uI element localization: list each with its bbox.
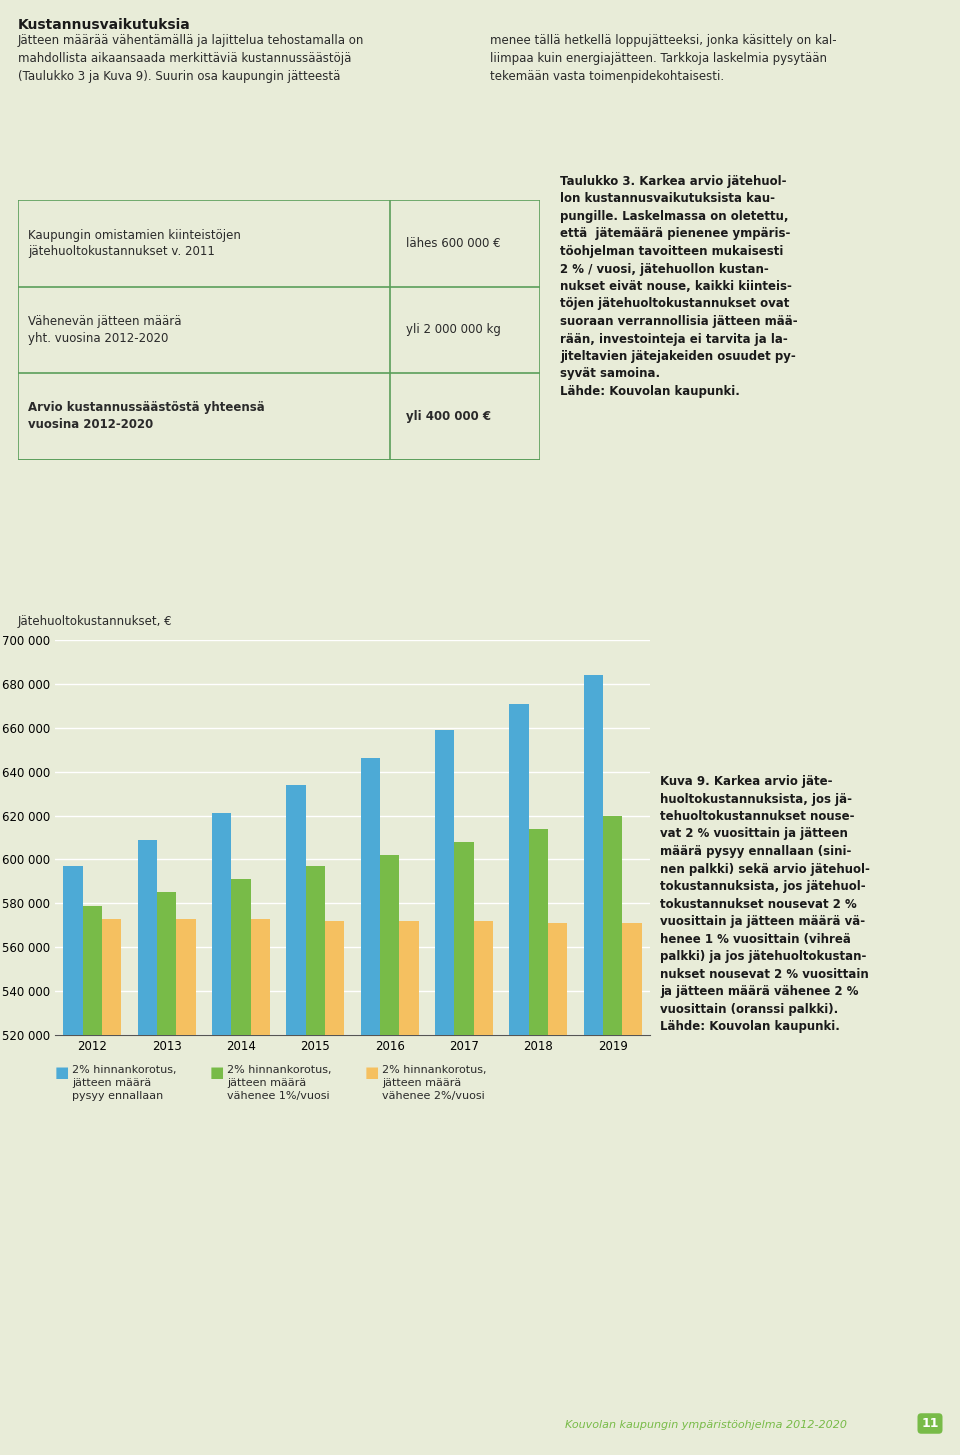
Bar <box>212 813 231 1455</box>
Text: Taulukko 3. Karkea arvio jätehuol-
lon kustannusvaikutuksista kau-
pungille. Las: Taulukko 3. Karkea arvio jätehuol- lon k… <box>560 175 798 399</box>
Text: ■: ■ <box>55 1065 69 1080</box>
Text: Vähenevän jätteen määrä
yht. vuosina 2012-2020: Vähenevän jätteen määrä yht. vuosina 201… <box>29 314 182 345</box>
Bar <box>435 730 454 1455</box>
Text: ■: ■ <box>365 1065 379 1080</box>
Bar <box>286 784 305 1455</box>
Bar <box>399 921 419 1455</box>
Text: yli 2 000 000 kg: yli 2 000 000 kg <box>406 323 500 336</box>
Bar <box>548 922 567 1455</box>
Text: 11: 11 <box>922 1417 939 1430</box>
Bar <box>510 704 529 1455</box>
Bar <box>177 918 196 1455</box>
Bar <box>622 922 642 1455</box>
Bar <box>63 866 83 1455</box>
Text: Jätehuoltokustannukset, €: Jätehuoltokustannukset, € <box>18 615 173 629</box>
Text: yli 400 000 €: yli 400 000 € <box>406 410 491 423</box>
Text: menee tällä hetkellä loppujätteeksi, jonka käsittely on kal-
liimpaa kuin energi: menee tällä hetkellä loppujätteeksi, jon… <box>490 33 836 83</box>
Bar <box>156 892 177 1455</box>
Text: Kuva 9. Karkea arvio jäte-
huoltokustannuksista, jos jä-
tehuoltokustannukset no: Kuva 9. Karkea arvio jäte- huoltokustann… <box>660 776 870 1033</box>
Bar <box>529 829 548 1455</box>
Bar <box>231 879 251 1455</box>
Text: Kaupungin omistamien kiinteistöjen
jätehuoltokustannukset v. 2011: Kaupungin omistamien kiinteistöjen jäteh… <box>29 228 241 259</box>
Text: ■: ■ <box>210 1065 225 1080</box>
Text: Kustannusvaikutuksia: Kustannusvaikutuksia <box>18 17 191 32</box>
Bar <box>584 675 603 1455</box>
Bar <box>325 921 345 1455</box>
Bar <box>380 856 399 1455</box>
Bar <box>251 918 270 1455</box>
Text: Kouvolan kaupungin ympäristöohjelma 2012-2020: Kouvolan kaupungin ympäristöohjelma 2012… <box>565 1420 847 1430</box>
Text: 2% hinnankorotus,
jätteen määrä
vähenee 1%/vuosi: 2% hinnankorotus, jätteen määrä vähenee … <box>227 1065 331 1101</box>
Bar <box>102 918 121 1455</box>
Bar <box>361 758 380 1455</box>
Bar <box>473 921 493 1455</box>
Text: 2% hinnankorotus,
jätteen määrä
pysyy ennallaan: 2% hinnankorotus, jätteen määrä pysyy en… <box>72 1065 177 1101</box>
Bar <box>83 905 102 1455</box>
Bar <box>454 842 473 1455</box>
Text: Jätteen määrää vähentämällä ja lajittelua tehostamalla on
mahdollista aikaansaad: Jätteen määrää vähentämällä ja lajittelu… <box>18 33 365 83</box>
Bar <box>137 840 156 1455</box>
Text: Arvio kustannussäästöstä yhteensä
vuosina 2012-2020: Arvio kustannussäästöstä yhteensä vuosin… <box>29 402 265 432</box>
Text: 2% hinnankorotus,
jätteen määrä
vähenee 2%/vuosi: 2% hinnankorotus, jätteen määrä vähenee … <box>382 1065 487 1101</box>
Bar <box>603 816 622 1455</box>
Text: lähes 600 000 €: lähes 600 000 € <box>406 237 500 250</box>
Bar <box>305 866 325 1455</box>
